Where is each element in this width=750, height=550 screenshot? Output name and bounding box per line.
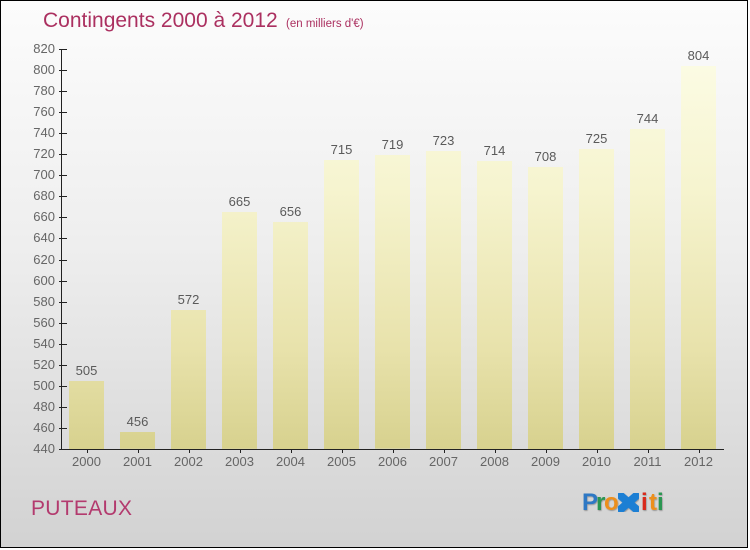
svg-text:t: t bbox=[649, 489, 657, 516]
svg-text:i: i bbox=[657, 489, 664, 516]
svg-text:o: o bbox=[604, 489, 619, 516]
svg-text:i: i bbox=[641, 489, 648, 516]
